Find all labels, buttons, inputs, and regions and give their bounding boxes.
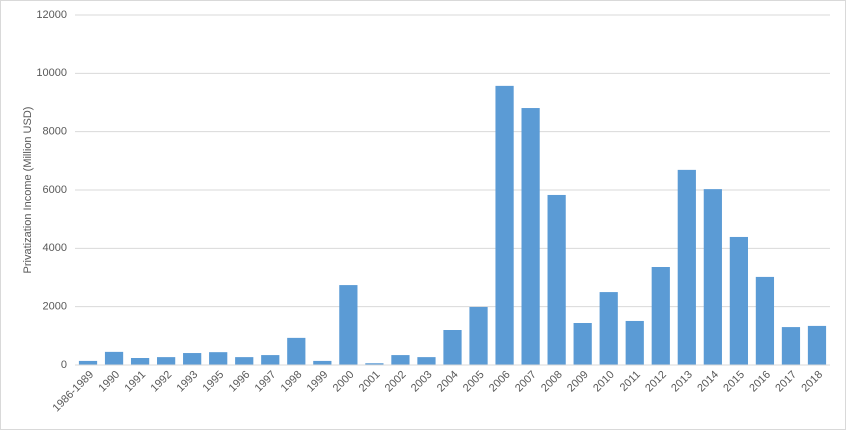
bar — [573, 323, 592, 365]
bar — [703, 189, 722, 365]
bar — [781, 327, 801, 365]
bar — [391, 355, 410, 365]
bar — [625, 320, 644, 365]
bar — [209, 352, 228, 365]
bar — [807, 325, 827, 365]
y-tick-label: 4000 — [43, 242, 67, 254]
y-tick-label: 12000 — [36, 9, 67, 21]
bar — [104, 351, 124, 365]
bar — [677, 169, 696, 365]
bar — [469, 306, 488, 365]
bar — [365, 363, 384, 365]
y-tick-label: 6000 — [43, 184, 67, 196]
bar — [157, 357, 176, 365]
bar — [235, 357, 254, 365]
bar — [130, 358, 150, 365]
y-axis-label: Privatization Income (Million USD) — [22, 107, 34, 274]
bar — [651, 267, 670, 365]
y-tick-label: 0 — [61, 359, 67, 371]
bar — [417, 357, 436, 365]
bar — [443, 330, 462, 365]
bar — [339, 285, 358, 365]
bar — [547, 194, 566, 365]
bar — [287, 337, 306, 365]
bar — [599, 292, 618, 365]
bar — [521, 108, 540, 366]
bar — [261, 355, 280, 365]
bar — [183, 353, 202, 365]
y-tick-label: 10000 — [36, 67, 67, 79]
bar — [755, 276, 775, 365]
bar — [495, 85, 514, 365]
bar — [729, 236, 748, 365]
y-tick-label: 2000 — [43, 301, 67, 313]
bar — [78, 360, 98, 365]
bar — [313, 360, 332, 365]
y-tick-label: 8000 — [43, 126, 67, 138]
